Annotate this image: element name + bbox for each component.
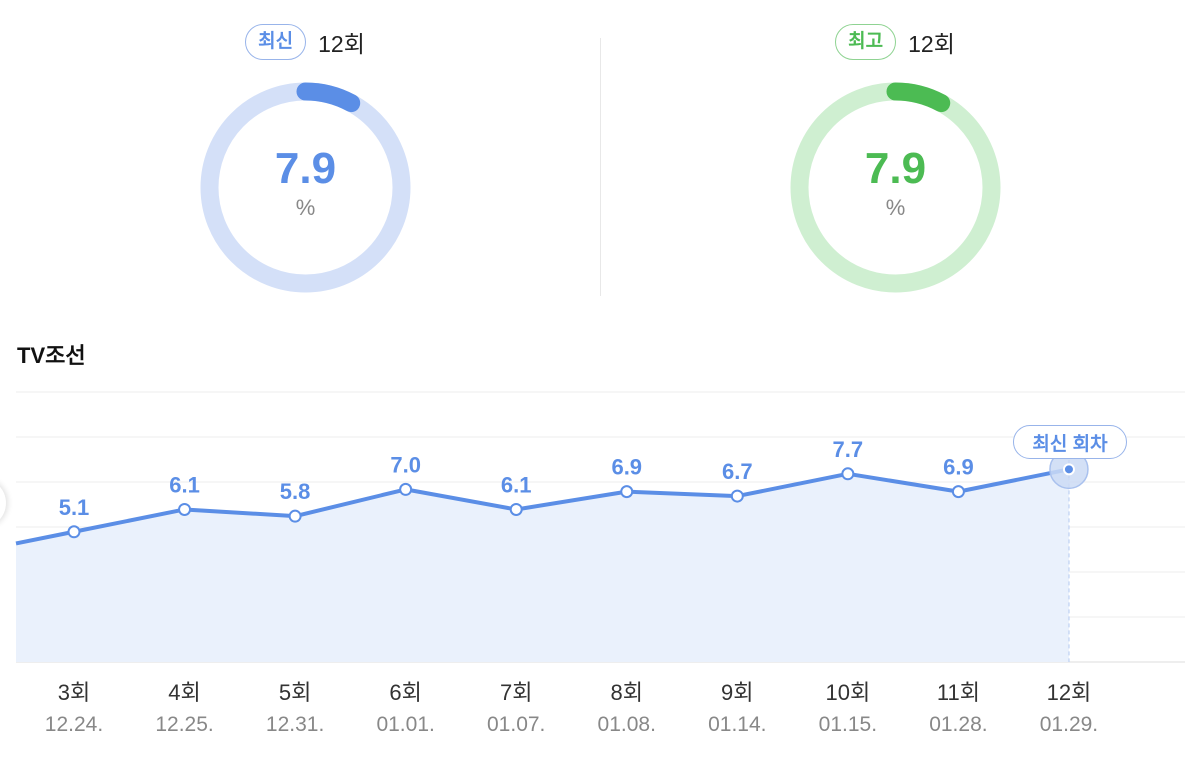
- data-point[interactable]: [730, 489, 744, 503]
- x-tick-episode: 4회: [168, 680, 200, 705]
- data-point[interactable]: [67, 525, 81, 539]
- latest-rating-panel: 최신 12회 7.9 %: [155, 0, 455, 320]
- x-tick-date: 01.14.: [708, 713, 766, 736]
- data-label: 6.7: [722, 459, 753, 484]
- x-tick-date: 01.15.: [819, 713, 877, 736]
- x-tick-date: 01.07.: [487, 713, 545, 736]
- best-rating-value: 7.9: [864, 143, 927, 193]
- data-label: 7.0: [390, 452, 421, 477]
- series-area: [16, 469, 1069, 662]
- data-point[interactable]: [509, 502, 523, 516]
- x-tick-episode: 12회: [1047, 680, 1092, 705]
- data-label: 7.7: [833, 437, 864, 462]
- data-label: 6.9: [943, 455, 974, 480]
- best-rating-unit: %: [885, 194, 906, 220]
- latest-header: 최신 12회: [155, 22, 455, 62]
- data-point[interactable]: [178, 502, 192, 516]
- x-tick-date: 01.29.: [1040, 713, 1098, 736]
- latest-episode: 12회: [318, 31, 365, 57]
- chart-title: TV조선: [17, 343, 86, 368]
- ratings-summary: 최신 12회 7.9 % 최고 12회 7.9 %: [0, 0, 1190, 320]
- best-rating-readout: 7.9 %: [788, 80, 1003, 295]
- x-tick-episode: 7회: [500, 680, 532, 705]
- data-point[interactable]: [841, 467, 855, 481]
- data-point[interactable]: [951, 485, 965, 499]
- latest-badge: 최신: [245, 24, 307, 60]
- latest-rating-readout: 7.9 %: [198, 80, 413, 295]
- data-point[interactable]: [288, 509, 302, 523]
- panel-divider: [600, 38, 601, 296]
- data-label: 6.1: [169, 472, 200, 497]
- best-rating-gauge: [790, 82, 1001, 293]
- x-tick-date: 01.01.: [376, 713, 434, 736]
- latest-rating-value: 7.9: [274, 143, 337, 193]
- best-badge: 최고: [835, 24, 897, 60]
- data-label: 5.1: [59, 495, 90, 520]
- data-label: 6.9: [611, 455, 642, 480]
- best-episode: 12회: [908, 31, 955, 57]
- x-tick-episode: 9회: [721, 680, 753, 705]
- best-gauge-fill: [790, 82, 1001, 293]
- x-tick-episode: 5회: [279, 680, 311, 705]
- latest-gauge-fill: [200, 82, 411, 293]
- x-tick-episode: 6회: [389, 680, 421, 705]
- data-label: 6.1: [501, 472, 532, 497]
- latest-rating-unit: %: [295, 194, 316, 220]
- x-tick-date: 01.08.: [598, 713, 656, 736]
- x-tick-episode: 10회: [825, 680, 870, 705]
- best-rating-panel: 최고 12회 7.9 %: [745, 0, 1045, 320]
- data-point[interactable]: [1062, 463, 1075, 476]
- x-tick-date: 01.28.: [929, 713, 987, 736]
- x-tick-date: 12.24.: [45, 713, 103, 736]
- x-tick-date: 12.25.: [155, 713, 213, 736]
- x-tick-date: 12.31.: [266, 713, 324, 736]
- x-tick-episode: 11회: [937, 680, 980, 705]
- data-point[interactable]: [620, 485, 634, 499]
- data-point[interactable]: [399, 482, 413, 496]
- x-tick-episode: 3회: [58, 680, 90, 705]
- latest-episode-badge: 최신 회차: [1013, 425, 1127, 459]
- scroll-left-handle[interactable]: [0, 478, 6, 528]
- latest-rating-gauge: [200, 82, 411, 293]
- ratings-line-chart: 5.1 3회 12.24. 6.1 4회 12.25. 5.8 5회 12.31. 7.0 6회 01…: [15, 391, 1185, 736]
- best-header: 최고 12회: [745, 22, 1045, 62]
- x-tick-episode: 8회: [611, 680, 643, 705]
- data-label: 5.8: [280, 479, 311, 504]
